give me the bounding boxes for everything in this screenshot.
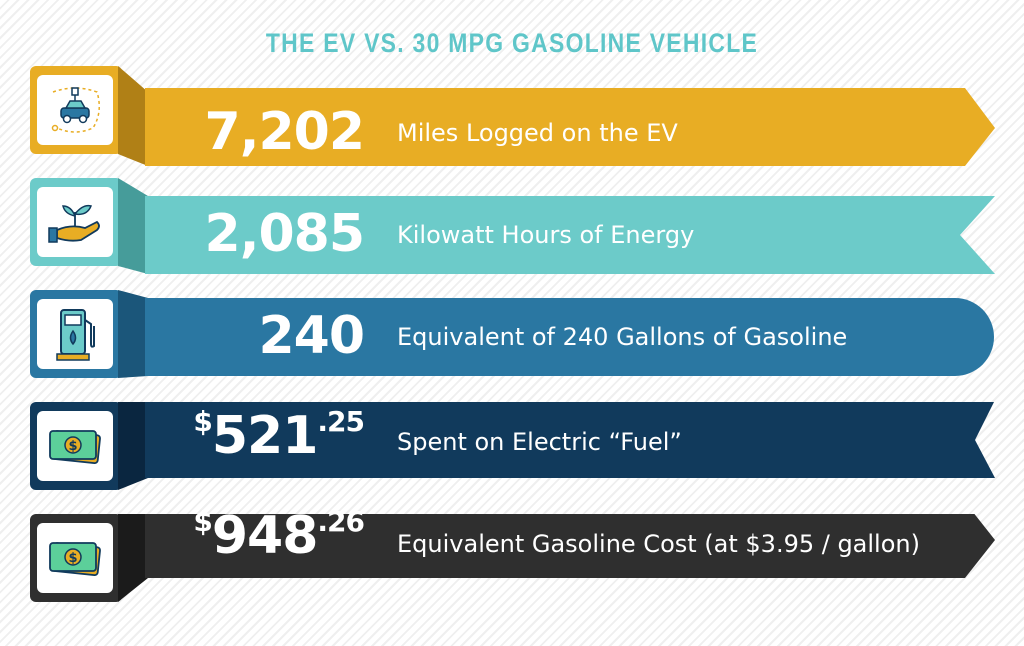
stat-value: 2,085 [205,208,365,260]
ev-car-icon [51,87,100,133]
icon-box [37,75,113,145]
cents-text: .26 [317,505,365,538]
stat-row-miles: 7,202 Miles Logged on the EV [0,66,1024,166]
icon-box: $ [37,411,113,481]
stat-value: 240 [258,310,365,362]
band-shape [30,514,995,602]
stat-row-kwh: 2,085 Kilowatt Hours of Energy [0,178,1024,278]
gas-pump-icon [56,309,95,361]
stat-row-gallons: 240 Equivalent of 240 Gallons of Gasolin… [0,290,1024,390]
stat-label: Spent on Electric “Fuel” [397,428,682,456]
stat-value: $521.25 [193,408,365,463]
icon-box [37,187,113,257]
icon-box: $ [37,523,113,593]
stat-value: $948.26 [193,508,365,563]
money-icon: $ [49,542,101,577]
infographic-title: THE EV VS. 30 MPG GASOLINE VEHICLE [265,28,759,58]
cents-text: .25 [317,405,365,438]
stat-value: 7,202 [205,106,365,158]
hand-plant-icon [48,204,100,243]
dollar-sign: $ [193,505,213,538]
band-shape [30,66,995,166]
stat-row-electric-cost: $ $521.25 Spent on Electric “Fuel” [0,402,1024,502]
svg-text:$: $ [68,439,77,454]
dollar-sign: $ [193,405,213,438]
value-text: 521 [211,406,319,466]
stat-label: Kilowatt Hours of Energy [397,221,695,249]
icon-box [37,299,113,369]
stat-label: Equivalent of 240 Gallons of Gasoline [397,323,848,351]
svg-text:$: $ [68,551,77,566]
stat-label: Miles Logged on the EV [397,119,678,147]
value-text: 2,085 [204,204,365,264]
money-icon: $ [49,430,101,465]
stat-label: Equivalent Gasoline Cost (at $3.95 / gal… [397,530,920,558]
value-text: 240 [258,306,365,366]
value-text: 948 [211,506,319,566]
stat-row-gasoline-cost: $ $948.26 Equivalent Gasoline Cost (at $… [0,508,1024,614]
value-text: 7,202 [204,102,365,162]
